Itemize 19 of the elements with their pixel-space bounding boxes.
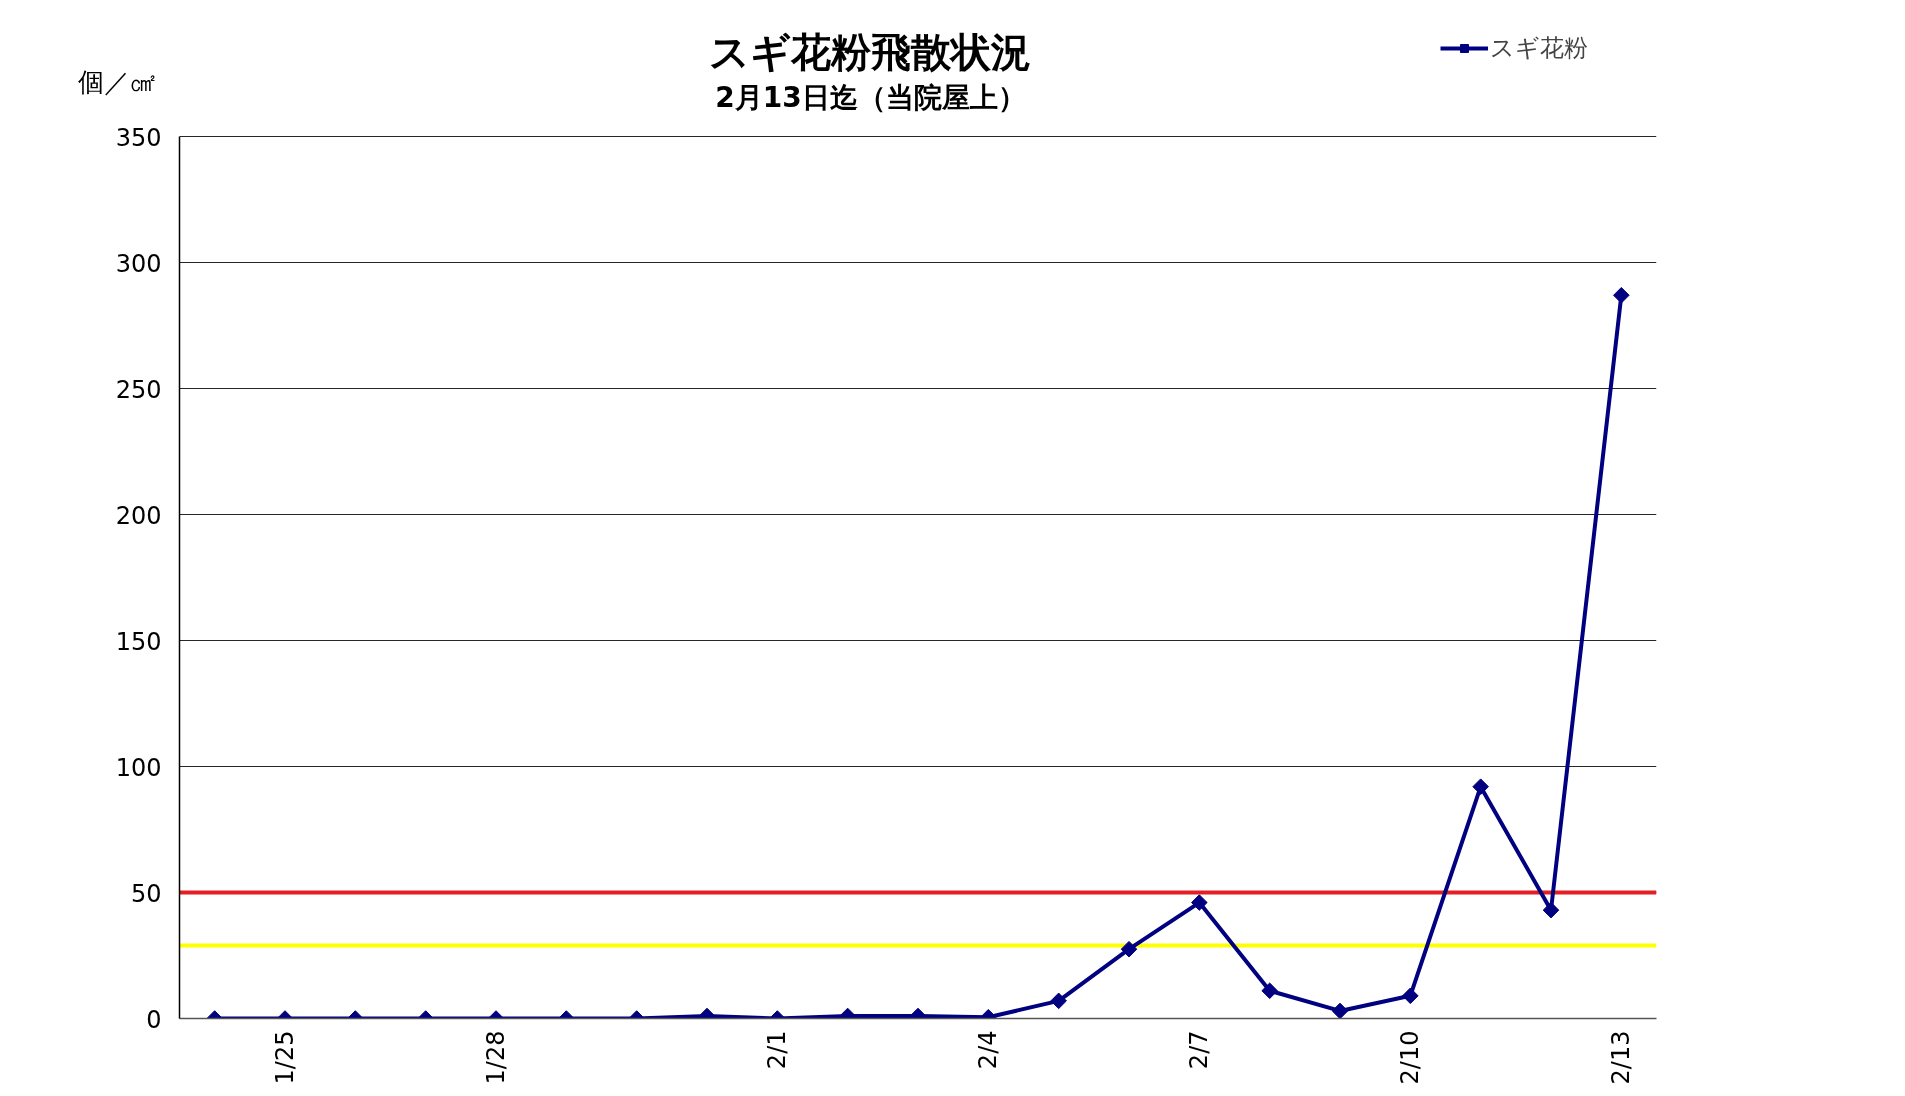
y-tick-label: 250 <box>115 375 162 404</box>
x-tick-label: 2/13 <box>1607 1030 1636 1085</box>
x-tick-label: 1/25 <box>271 1030 299 1085</box>
y-tick-label: 100 <box>115 753 162 782</box>
chart-title: スギ花粉飛散状況 <box>708 28 1031 75</box>
y-axis-title: 個／㎠ <box>77 66 156 97</box>
x-tick-label: 1/28 <box>482 1030 510 1085</box>
y-tick-label: 0 <box>146 1005 162 1034</box>
y-tick-label: 350 <box>115 123 162 152</box>
y-tick-label: 50 <box>130 879 162 908</box>
x-tick-label: 2/4 <box>974 1030 1003 1070</box>
y-tick-label: 150 <box>115 627 162 656</box>
x-tick-label: 2/7 <box>1185 1030 1214 1070</box>
legend-label: スギ花粉 <box>1490 33 1588 64</box>
x-tick-label: 2/1 <box>763 1030 792 1070</box>
y-tick-label: 200 <box>115 501 162 530</box>
x-tick-label: 2/10 <box>1396 1030 1425 1085</box>
y-tick-label: 300 <box>115 249 162 278</box>
chart-subtitle: 2月13日迄（当院屋上） <box>715 81 1026 114</box>
